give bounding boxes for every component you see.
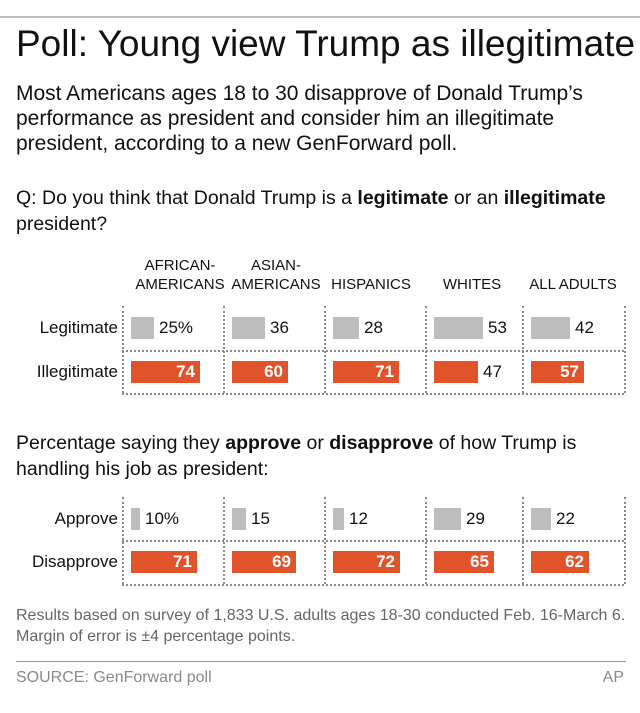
bar xyxy=(333,508,344,530)
bar xyxy=(131,508,140,530)
data-label: 15 xyxy=(251,509,270,528)
column-header-line: AMERICANS xyxy=(135,276,225,293)
row-separator xyxy=(122,350,624,352)
bar xyxy=(531,317,570,339)
data-label: 60 xyxy=(264,362,283,381)
question-bold-approve: approve xyxy=(225,432,302,454)
data-label: 62 xyxy=(565,552,584,571)
data-label: 72 xyxy=(376,552,395,571)
row-separator xyxy=(122,584,624,586)
data-label: 28 xyxy=(364,318,383,337)
row-separator xyxy=(122,393,624,395)
series-label: Illegitimate xyxy=(36,362,118,381)
question-text: of how Trump is handling his job as pres… xyxy=(16,432,577,480)
bar xyxy=(232,508,246,530)
top-rule xyxy=(0,16,640,18)
question-text: Q: Do you think that Donald Trump is a xyxy=(16,187,358,209)
question-legitimacy: Q: Do you think that Donald Trump is a l… xyxy=(16,185,631,237)
question-text: Percentage saying they xyxy=(16,432,226,454)
source-label: SOURCE: GenForward poll xyxy=(16,669,212,686)
bar xyxy=(531,361,584,383)
column-header-line: AFRICAN- xyxy=(144,257,216,274)
question-text: president? xyxy=(16,213,108,235)
data-label: 29 xyxy=(466,509,485,528)
question-text: or xyxy=(301,432,330,454)
data-label: 71 xyxy=(173,552,192,571)
bar xyxy=(131,317,154,339)
question-bold-legitimate: legitimate xyxy=(357,187,449,209)
data-label: 47 xyxy=(483,362,502,381)
question-text: or an xyxy=(448,187,504,209)
column-separator xyxy=(522,306,524,393)
bar xyxy=(434,551,494,573)
data-label: 12 xyxy=(349,509,368,528)
column-separator xyxy=(624,497,626,584)
column-header: WHITES xyxy=(417,275,527,294)
data-label: 71 xyxy=(375,362,394,381)
column-separator xyxy=(223,306,225,393)
series-label: Legitimate xyxy=(39,318,118,337)
column-header-line: HISPANICS xyxy=(331,276,411,293)
data-label: 65 xyxy=(470,552,489,571)
bar xyxy=(232,317,265,339)
data-label: 57 xyxy=(560,362,579,381)
bar xyxy=(531,551,589,573)
data-label: 42 xyxy=(575,318,594,337)
column-separator xyxy=(425,306,427,393)
methodology-note: Results based on survey of 1,833 U.S. ad… xyxy=(16,607,626,645)
bar xyxy=(131,551,197,573)
column-header-line: AMERICANS xyxy=(231,276,321,293)
footer-rule xyxy=(16,661,626,662)
question-bold-disapprove: disapprove xyxy=(329,432,434,454)
series-label: Disapprove xyxy=(32,552,118,571)
data-label: 69 xyxy=(272,552,291,571)
column-header: ALL ADULTS xyxy=(518,275,628,294)
column-header: HISPANICS xyxy=(316,275,426,294)
bar xyxy=(232,551,296,573)
bar xyxy=(333,551,400,573)
column-header-line: ALL ADULTS xyxy=(529,276,617,293)
bar xyxy=(232,361,288,383)
column-separator xyxy=(122,306,124,393)
chart-subtitle: Most Americans ages 18 to 30 disapprove … xyxy=(16,82,583,155)
column-separator xyxy=(624,306,626,393)
bar xyxy=(333,317,359,339)
bar xyxy=(333,361,399,383)
data-label: 74 xyxy=(176,362,195,381)
column-header: ASIAN- AMERICANS xyxy=(221,256,331,294)
credit-label: AP xyxy=(602,669,624,686)
bar xyxy=(131,361,200,383)
series-label: Approve xyxy=(54,509,118,528)
data-label: 53 xyxy=(488,318,507,337)
data-label: 22 xyxy=(556,509,575,528)
data-label: 25% xyxy=(159,318,194,337)
column-header: AFRICAN- AMERICANS xyxy=(125,256,235,294)
question-approval: Percentage saying they approve or disapp… xyxy=(16,430,631,482)
bar xyxy=(434,508,461,530)
bar xyxy=(434,317,483,339)
column-header-line: WHITES xyxy=(442,276,502,293)
bar xyxy=(531,508,551,530)
data-label: 10% xyxy=(145,509,180,528)
question-bold-illegitimate: illegitimate xyxy=(503,187,606,209)
data-label: 36 xyxy=(270,318,289,337)
row-separator xyxy=(122,540,624,542)
column-header-line: ASIAN- xyxy=(250,257,301,274)
chart-title: Poll: Young view Trump as illegitimate xyxy=(16,23,636,64)
column-separator xyxy=(324,306,326,393)
bar xyxy=(434,361,478,383)
